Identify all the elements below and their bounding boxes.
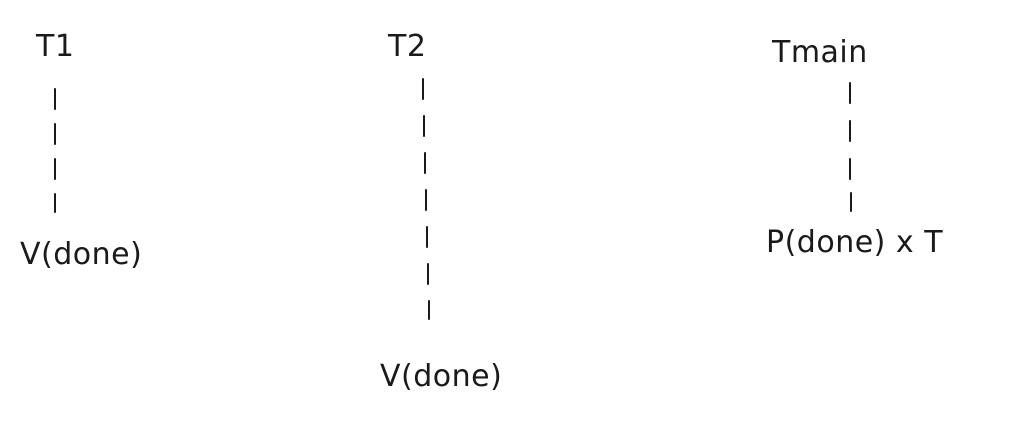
event-label-t1: V(done) (20, 237, 143, 272)
timeline-dash (427, 263, 429, 285)
timeline-dash (850, 192, 852, 212)
timeline-dash (54, 193, 56, 213)
timeline-dash (54, 158, 56, 180)
timeline-dash (425, 189, 427, 211)
timeline-dash (424, 152, 426, 174)
timeline-dash (54, 123, 56, 145)
timeline-dash (849, 158, 851, 180)
timeline-dash (428, 300, 430, 320)
timeline-dash (849, 82, 851, 104)
thread-label-t2: T2 (388, 29, 427, 64)
timeline-dash (426, 226, 428, 248)
timeline-dash (422, 78, 424, 100)
timeline-dash (849, 120, 851, 142)
timeline-dash (423, 115, 425, 137)
timeline-dash (54, 88, 56, 110)
thread-label-t1: T1 (36, 29, 75, 64)
event-label-tmain: P(done) x T (766, 225, 944, 260)
thread-label-tmain: Tmain (772, 35, 868, 70)
event-label-t2: V(done) (380, 359, 503, 394)
